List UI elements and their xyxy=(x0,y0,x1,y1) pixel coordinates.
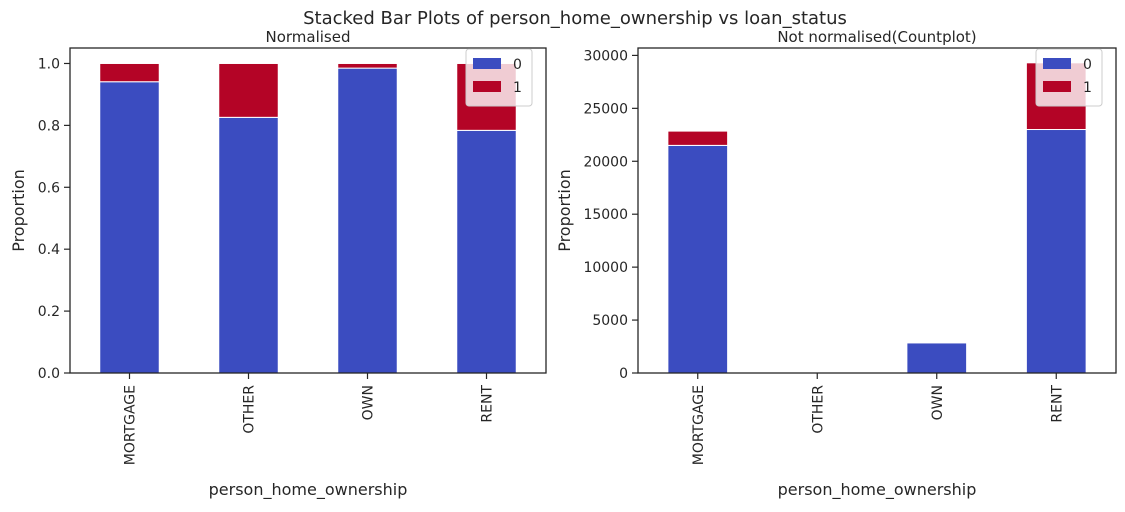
y-tick-label: 5000 xyxy=(592,313,628,329)
y-axis-label: Proportion xyxy=(555,169,574,252)
bar-mortgage-series-0 xyxy=(668,145,728,373)
legend-swatch-1 xyxy=(473,81,501,92)
bar-own-series-0 xyxy=(907,343,967,373)
figure-suptitle: Stacked Bar Plots of person_home_ownersh… xyxy=(303,8,847,29)
x-tick-label: OWN xyxy=(930,385,946,420)
legend-swatch-0 xyxy=(1043,58,1071,69)
subplot-title: Normalised xyxy=(265,28,350,46)
y-tick-label: 0.4 xyxy=(38,242,60,258)
y-tick-label: 30000 xyxy=(583,48,628,64)
y-tick-label: 0.6 xyxy=(38,180,60,196)
bar-mortgage-series-0 xyxy=(100,82,160,373)
x-tick-label: RENT xyxy=(480,385,496,423)
subplot-normalised: 0.0 0.2 0.4 0.6 0.8 1.0 MORTGAGE OTHER OWN RENT No… xyxy=(9,28,546,500)
bar-mortgage-series-1 xyxy=(668,131,728,145)
legend-label-1: 1 xyxy=(1083,80,1092,96)
bar-other-series-0 xyxy=(219,117,279,373)
y-tick-label: 0.2 xyxy=(38,304,60,320)
x-axis-label: person_home_ownership xyxy=(778,480,977,500)
legend-box xyxy=(1036,49,1102,106)
legend-label-0: 0 xyxy=(1083,57,1092,73)
y-tick-label: 20000 xyxy=(583,154,628,170)
bar-own-series-1 xyxy=(338,63,398,68)
y-tick-label: 0 xyxy=(619,366,628,382)
y-axis-label: Proportion xyxy=(9,169,28,252)
subplot-title: Not normalised(Countplot) xyxy=(777,28,976,46)
legend: 01 xyxy=(466,49,532,106)
y-tick-label: 0.8 xyxy=(38,118,60,134)
subplot-countplot: 0 5000 10000 15000 20000 25000 30000 MORTGAGE OT… xyxy=(555,28,1116,500)
bar-own-series-0 xyxy=(338,68,398,373)
x-tick-label: MORTGAGE xyxy=(691,385,707,465)
x-tick-label: OTHER xyxy=(810,385,826,434)
x-tick-label: RENT xyxy=(1049,385,1065,423)
x-axis-label: person_home_ownership xyxy=(209,480,408,500)
x-tick-label: OWN xyxy=(361,385,377,420)
bar-other-series-1 xyxy=(219,63,279,117)
legend-label-1: 1 xyxy=(513,80,522,96)
legend-swatch-1 xyxy=(1043,81,1071,92)
legend-swatch-0 xyxy=(473,58,501,69)
legend-label-0: 0 xyxy=(513,57,522,73)
y-tick-label: 0.0 xyxy=(38,366,60,382)
legend-box xyxy=(466,49,532,106)
y-tick-label: 10000 xyxy=(583,260,628,276)
y-tick-label: 15000 xyxy=(583,207,628,223)
bar-mortgage-series-1 xyxy=(100,63,160,81)
x-tick-label: MORTGAGE xyxy=(123,385,139,465)
bar-rent-series-0 xyxy=(1026,130,1086,373)
y-tick-label: 25000 xyxy=(583,101,628,117)
y-tick-label: 1.0 xyxy=(38,56,60,72)
bar-rent-series-0 xyxy=(457,130,517,373)
legend: 01 xyxy=(1036,49,1102,106)
x-tick-label: OTHER xyxy=(242,385,258,434)
